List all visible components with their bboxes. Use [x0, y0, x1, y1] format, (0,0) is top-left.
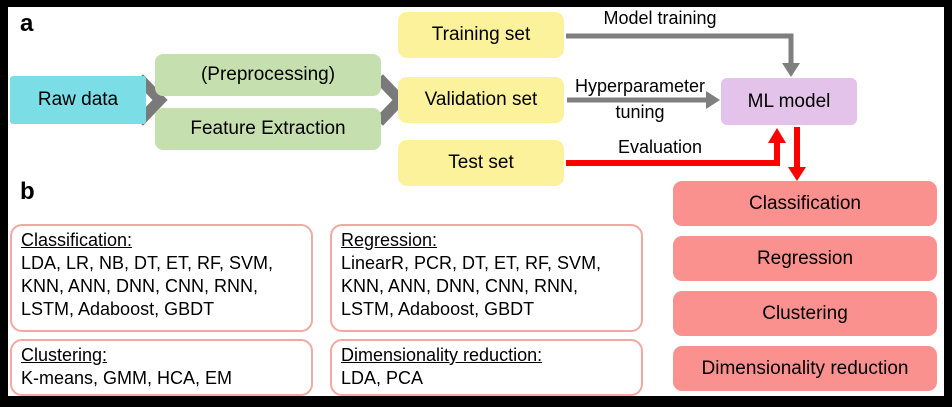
classification-methods-box: Classification: LDA, LR, NB, DT, ET, RF,… [10, 224, 313, 332]
panel-a-label: a [20, 10, 34, 37]
output-classification-box: Classification [673, 181, 937, 226]
tuning-label: tuning [615, 102, 665, 122]
regression-methods-box: Regression: LinearR, PCR, DT, ET, RF, SV… [330, 224, 643, 332]
evaluation-label: Evaluation [617, 137, 703, 157]
clustering-methods-box: Clustering: K-means, GMM, HCA, EM [10, 339, 313, 396]
test-set-box: Test set [398, 140, 564, 186]
regression-methods-title: Regression: [341, 230, 438, 250]
output-dimensionality-reduction-box: Dimensionality reduction [673, 346, 937, 391]
output-clustering-box: Clustering [673, 291, 937, 336]
clustering-methods-line: K-means, GMM, HCA, EM [21, 368, 233, 388]
classification-methods-line: LSTM, Adaboost, GBDT [21, 299, 215, 319]
classification-methods-line: LDA, LR, NB, DT, ET, RF, SVM, [21, 253, 274, 273]
classification-methods-title: Classification: [21, 230, 133, 250]
training-set-box: Training set [398, 12, 564, 58]
dimensionality-reduction-methods-title: Dimensionality reduction: [341, 345, 543, 365]
feature-extraction-box: Feature Extraction [155, 108, 381, 150]
dimensionality-reduction-methods-line: LDA, PCA [341, 368, 424, 388]
model-training-label: Model training [603, 8, 717, 28]
dimensionality-reduction-methods-box: Dimensionality reduction: LDA, PCA [330, 339, 643, 396]
output-regression-box: Regression [673, 236, 937, 281]
raw-data-box: Raw data [10, 76, 146, 124]
panel-b-label: b [20, 178, 35, 205]
validation-set-box: Validation set [398, 77, 564, 123]
regression-methods-line: KNN, ANN, DNN, CNN, RNN, [341, 276, 579, 296]
clustering-methods-title: Clustering: [21, 345, 108, 365]
classification-methods-line: KNN, ANN, DNN, CNN, RNN, [21, 276, 259, 296]
hyperparameter-label: Hyperparameter [574, 76, 706, 96]
regression-methods-line: LSTM, Adaboost, GBDT [341, 299, 535, 319]
ml-model-box: ML model [721, 78, 857, 125]
preprocessing-box: (Preprocessing) [155, 54, 381, 96]
regression-methods-line: LinearR, PCR, DT, ET, RF, SVM, [341, 253, 602, 273]
